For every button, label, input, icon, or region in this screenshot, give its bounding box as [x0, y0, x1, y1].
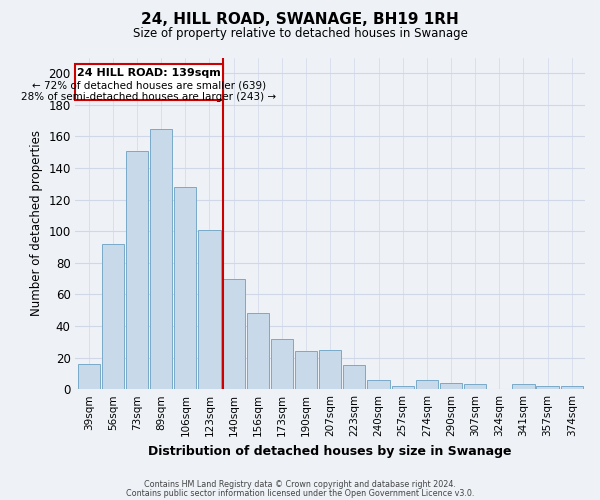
- Y-axis label: Number of detached properties: Number of detached properties: [29, 130, 43, 316]
- Bar: [271, 338, 293, 389]
- Bar: [319, 350, 341, 389]
- Bar: [416, 380, 438, 389]
- Bar: [295, 352, 317, 389]
- Bar: [102, 244, 124, 389]
- X-axis label: Distribution of detached houses by size in Swanage: Distribution of detached houses by size …: [148, 444, 512, 458]
- Text: ← 72% of detached houses are smaller (639): ← 72% of detached houses are smaller (63…: [32, 81, 266, 91]
- Bar: [247, 314, 269, 389]
- Bar: [199, 230, 221, 389]
- Bar: [464, 384, 486, 389]
- Bar: [367, 380, 389, 389]
- Bar: [392, 386, 414, 389]
- Text: Size of property relative to detached houses in Swanage: Size of property relative to detached ho…: [133, 28, 467, 40]
- Bar: [343, 366, 365, 389]
- FancyBboxPatch shape: [76, 64, 223, 100]
- Text: 28% of semi-detached houses are larger (243) →: 28% of semi-detached houses are larger (…: [22, 92, 277, 102]
- Bar: [223, 278, 245, 389]
- Text: 24 HILL ROAD: 139sqm: 24 HILL ROAD: 139sqm: [77, 68, 221, 78]
- Bar: [536, 386, 559, 389]
- Bar: [560, 386, 583, 389]
- Bar: [174, 187, 196, 389]
- Bar: [77, 364, 100, 389]
- Text: Contains public sector information licensed under the Open Government Licence v3: Contains public sector information licen…: [126, 488, 474, 498]
- Bar: [512, 384, 535, 389]
- Bar: [150, 128, 172, 389]
- Bar: [440, 383, 462, 389]
- Text: Contains HM Land Registry data © Crown copyright and database right 2024.: Contains HM Land Registry data © Crown c…: [144, 480, 456, 489]
- Bar: [126, 150, 148, 389]
- Text: 24, HILL ROAD, SWANAGE, BH19 1RH: 24, HILL ROAD, SWANAGE, BH19 1RH: [141, 12, 459, 28]
